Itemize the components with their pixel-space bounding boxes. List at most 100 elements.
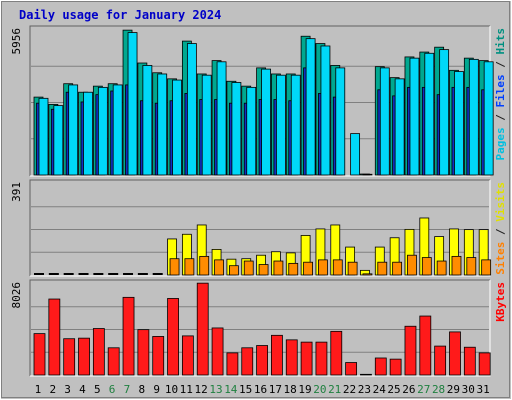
x-tick-label: 28 <box>432 383 445 396</box>
bar-hits-pages <box>216 61 227 176</box>
x-tick-label: 23 <box>358 383 371 396</box>
x-tick-label: 10 <box>165 383 178 396</box>
bar-visits-zero <box>123 273 134 275</box>
bar-kbytes-kbytes <box>389 358 402 376</box>
bar-hits-pages <box>53 105 64 176</box>
x-tick-label: 21 <box>328 383 341 396</box>
bar-visits-sites <box>318 259 328 276</box>
bar-kbytes-kbytes <box>256 345 268 376</box>
panel-hits-legend: Pages / Files / Hits <box>494 28 507 161</box>
bar-kbytes-kbytes <box>48 298 61 376</box>
bar-visits-sites <box>184 258 195 276</box>
panel-visits: 391 Sites / Visits <box>10 179 507 277</box>
bar-visits-sites <box>481 259 492 276</box>
x-tick-label: 2 <box>49 383 56 396</box>
x-tick-label: 13 <box>209 383 222 396</box>
bar-kbytes-kbytes <box>241 347 254 376</box>
panel-hits-border-dark <box>29 25 490 176</box>
bar-kbytes-kbytes <box>122 296 135 376</box>
bar-kbytes-kbytes <box>285 339 298 376</box>
bar-visits-sites <box>229 265 239 276</box>
bar-hits-pages <box>97 86 108 176</box>
bar-visits-sites <box>288 262 299 276</box>
bar-hits-pages <box>127 32 138 176</box>
bar-visits-sites <box>214 259 224 276</box>
bar-hits-pages <box>246 86 257 176</box>
legend-entry: Hits <box>494 28 507 55</box>
bar-hits-pages <box>350 133 361 176</box>
x-tick-label: 17 <box>269 383 282 396</box>
bar-hits-pages <box>201 74 212 176</box>
bar-kbytes-kbytes <box>92 328 105 376</box>
x-tick-label: 5 <box>94 383 101 396</box>
bar-kbytes-kbytes <box>226 352 239 376</box>
panel-hits-ymax-label: 5956 <box>10 28 23 55</box>
bar-kbytes-kbytes <box>419 315 432 376</box>
bar-hits-pages <box>409 57 420 176</box>
x-tick-label: 26 <box>402 383 415 396</box>
x-tick-label: 18 <box>284 383 297 396</box>
x-tick-label: 24 <box>373 383 387 396</box>
x-tick-label: 15 <box>239 383 252 396</box>
bar-kbytes-kbytes <box>478 352 491 376</box>
x-tick-label: 30 <box>462 383 475 396</box>
bar-hits-pages <box>83 91 93 176</box>
legend-entry: / <box>494 108 507 128</box>
bar-visits-zero <box>34 273 44 275</box>
bar-visits-sites <box>332 259 343 276</box>
bar-kbytes-kbytes <box>152 336 165 376</box>
bar-kbytes-kbytes <box>33 333 46 376</box>
bar-kbytes-kbytes <box>404 325 417 376</box>
bar-kbytes-kbytes <box>360 373 372 376</box>
x-tick-label: 4 <box>79 383 86 396</box>
bar-visits-sites <box>451 255 462 276</box>
bar-visits-sites <box>273 260 284 276</box>
panel-visits-legend: Sites / Visits <box>494 182 507 275</box>
x-tick-label: 1 <box>35 383 42 396</box>
bar-kbytes-kbytes <box>345 362 358 376</box>
legend-entry: / <box>494 222 507 242</box>
panel-kbytes-ymax-label: 8026 <box>10 282 23 309</box>
bar-visits-zero <box>137 273 148 275</box>
bar-visits-sites <box>243 260 254 276</box>
bar-hits-pages <box>335 67 346 176</box>
bar-hits-pages <box>157 73 168 176</box>
x-tick-label: 19 <box>298 383 311 396</box>
bar-hits-pages <box>483 61 494 176</box>
x-tick-label: 7 <box>124 383 131 396</box>
bar-hits-pages <box>320 45 331 176</box>
bar-kbytes-kbytes <box>137 329 150 376</box>
bar-kbytes-kbytes <box>449 331 461 376</box>
x-tick-label: 31 <box>476 383 489 396</box>
bar-hits-pages <box>290 74 301 176</box>
legend-entry: Sites <box>494 242 507 275</box>
panel-hits: 5956 Pages / Files / Hits <box>10 25 507 177</box>
x-tick-label: 16 <box>254 383 267 396</box>
x-tick-label: 14 <box>224 383 238 396</box>
bar-visits-sites <box>347 261 358 276</box>
bar-visits-sites <box>377 261 388 276</box>
bar-visits-sites <box>258 264 269 276</box>
bar-hits-pages <box>186 43 197 176</box>
legend-entry: Files <box>494 74 507 107</box>
bar-visits-sites <box>303 261 313 276</box>
panel-visits-border-light <box>30 180 491 277</box>
bar-hits-pages <box>379 67 390 176</box>
bar-visits-zero <box>63 273 74 275</box>
bar-visits-sites <box>199 255 210 276</box>
panel-kbytes-border-light <box>30 280 491 377</box>
panel-visits-border-dark <box>29 179 490 276</box>
x-tick-label: 20 <box>313 383 326 396</box>
x-tick-label: 9 <box>153 383 160 396</box>
bar-kbytes-kbytes <box>330 330 343 376</box>
bar-kbytes-kbytes <box>78 337 90 376</box>
bar-visits-sites <box>407 254 417 276</box>
bar-hits-pages <box>68 84 79 176</box>
bar-kbytes-kbytes <box>374 357 387 376</box>
panel-kbytes-border-dark <box>29 279 490 376</box>
x-tick-label: 22 <box>343 383 356 396</box>
bar-visits-zero <box>108 273 119 275</box>
x-tick-label: 29 <box>447 383 460 396</box>
bar-visits-zero <box>152 273 163 275</box>
